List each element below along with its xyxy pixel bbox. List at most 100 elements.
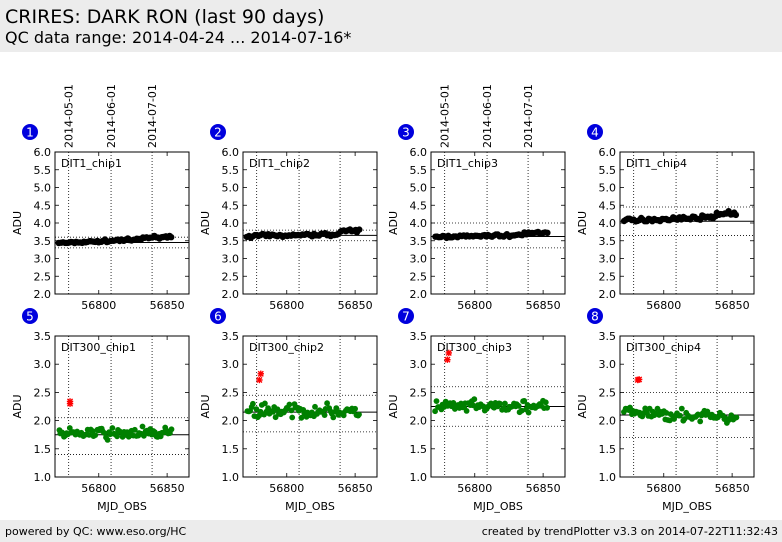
plot-frame — [242, 151, 378, 295]
y-tick-label: 3.5 — [410, 330, 428, 343]
y-tick-label: 4.5 — [599, 199, 617, 212]
panel-badge — [210, 124, 226, 140]
outlier-stroke — [444, 356, 451, 363]
panel-badge-number: 2 — [214, 126, 222, 140]
data-point — [262, 400, 268, 407]
panel-title: DIT1_chip1 — [61, 157, 122, 170]
x-axis-label: MJD_OBS — [473, 500, 523, 513]
x-tick-label: 56800 — [457, 299, 492, 312]
outlier-marker — [445, 349, 452, 357]
data-point — [697, 418, 704, 425]
panel-badge — [210, 308, 226, 324]
data-point — [250, 400, 256, 407]
panel-title: DIT1_chip3 — [437, 157, 498, 170]
y-tick-label: 3.0 — [34, 253, 52, 266]
outlier-stroke — [636, 376, 643, 383]
y-tick-label: 2.5 — [222, 270, 240, 283]
x-tick-label: 56850 — [338, 482, 373, 495]
data-point — [732, 211, 740, 219]
data-point — [141, 432, 147, 439]
panel-8 — [587, 308, 755, 478]
panel-badge-number: 6 — [214, 310, 222, 324]
x-tick-label: 56800 — [81, 299, 116, 312]
panel-badge — [22, 124, 38, 140]
panel-4 — [587, 124, 755, 295]
y-tick-label: 2.5 — [599, 386, 617, 399]
outlier-marker — [444, 356, 451, 363]
y-tick-label: 5.0 — [222, 182, 240, 195]
x-tick-label: 56850 — [715, 482, 750, 495]
y-tick-label: 5.0 — [410, 182, 428, 195]
panel-title: DIT1_chip4 — [626, 157, 687, 170]
y-tick-label: 1.5 — [410, 443, 428, 456]
y-tick-label: 6.0 — [599, 146, 617, 159]
panel-title: DIT300_chip2 — [249, 341, 324, 354]
y-tick-label: 1.0 — [222, 471, 240, 484]
y-tick-label: 6.0 — [34, 146, 52, 159]
y-tick-label: 2.5 — [34, 386, 52, 399]
plot-frame — [54, 335, 190, 478]
y-tick-label: 3.5 — [34, 330, 52, 343]
data-point — [340, 412, 347, 419]
y-tick-label: 4.0 — [222, 217, 240, 230]
panel-title: DIT300_chip1 — [61, 341, 136, 354]
y-tick-label: 4.5 — [34, 199, 52, 212]
data-point — [330, 414, 337, 421]
x-tick-label: 56800 — [81, 482, 116, 495]
panel-badge-number: 1 — [26, 126, 34, 140]
panel-2 — [210, 124, 378, 295]
data-point — [114, 433, 120, 440]
x-tick-label: 56800 — [457, 482, 492, 495]
panel-badge-number: 3 — [402, 126, 410, 140]
y-axis-label: ADU — [199, 211, 212, 235]
data-point — [321, 412, 328, 418]
panel-6 — [210, 308, 378, 478]
y-tick-label: 1.5 — [599, 443, 617, 456]
y-axis-label: ADU — [576, 211, 589, 235]
outlier-marker — [257, 370, 264, 377]
panel-badge-number: 7 — [402, 310, 410, 324]
data-point — [104, 437, 111, 443]
outlier-marker — [66, 398, 74, 405]
data-point — [515, 403, 522, 409]
data-point — [286, 401, 293, 408]
y-tick-label: 6.0 — [410, 146, 428, 159]
data-point — [733, 414, 740, 421]
data-point — [101, 430, 108, 436]
y-tick-label: 1.5 — [34, 443, 52, 456]
y-tick-label: 1.0 — [34, 471, 52, 484]
panel-5 — [22, 308, 190, 478]
data-point — [463, 408, 470, 414]
data-point — [544, 404, 550, 411]
y-tick-label: 2.0 — [410, 288, 428, 301]
trend-plots: 2.0 2.5 3.0 3.5 4.0 4.5 5.0 5.5 6.0 56800 56850 ADU… — [11, 84, 755, 513]
y-axis-label: ADU — [576, 394, 589, 418]
plot-frame — [619, 335, 755, 478]
data-point — [502, 400, 508, 407]
x-tick-label: 56800 — [646, 482, 681, 495]
data-point — [253, 406, 260, 412]
outlier-marker — [635, 376, 643, 383]
footer-bar: powered by QC: www.eso.org/HC created by… — [0, 520, 782, 542]
y-tick-label: 4.0 — [34, 217, 52, 230]
y-tick-label: 3.5 — [410, 235, 428, 248]
y-axis-label: ADU — [387, 211, 400, 235]
panel-badge — [398, 124, 414, 140]
y-axis-label: ADU — [11, 394, 24, 418]
y-tick-label: 3.0 — [34, 358, 52, 371]
panel-3 — [398, 124, 566, 295]
y-tick-label: 2.5 — [410, 386, 428, 399]
y-tick-label: 2.0 — [34, 415, 52, 428]
data-point — [678, 405, 685, 412]
data-point — [92, 432, 99, 438]
y-tick-label: 2.5 — [222, 386, 240, 399]
panel-badge-number: 5 — [26, 310, 34, 324]
page-subtitle: QC data range: 2014-04-24 ... 2014-07-16… — [5, 28, 352, 47]
panel-badge — [22, 308, 38, 324]
date-tick-label: 2014-07-01 — [522, 84, 535, 148]
panel-badge-number: 4 — [591, 126, 599, 140]
y-tick-label: 2.5 — [599, 270, 617, 283]
panel-badge-number: 8 — [591, 310, 599, 324]
y-tick-label: 1.0 — [599, 471, 617, 484]
y-tick-label: 3.5 — [599, 330, 617, 343]
